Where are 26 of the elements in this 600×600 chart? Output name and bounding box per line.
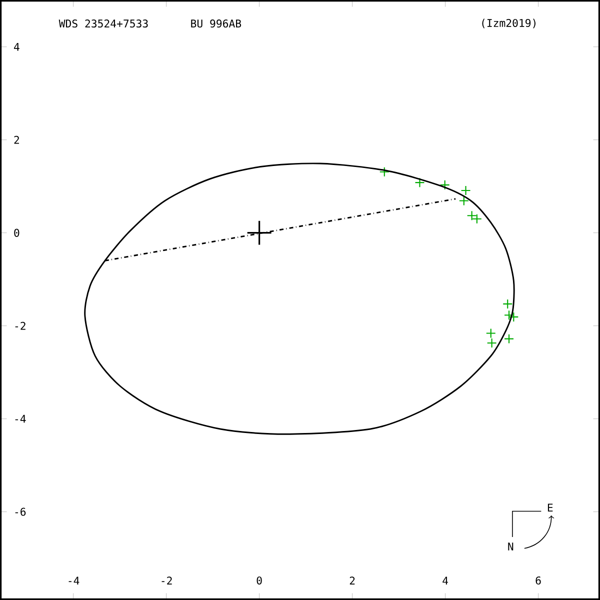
y-tick-label: -6	[15, 508, 26, 516]
point	[440, 180, 450, 190]
annotation: E	[548, 504, 553, 512]
annotation: (Izm2019)	[482, 18, 536, 28]
y-tick-label: 0	[14, 228, 20, 237]
y-tick-label: -2	[15, 322, 26, 330]
x-tick-label: 4	[442, 576, 448, 585]
x-tick-label: 6	[536, 576, 541, 585]
point	[458, 196, 469, 206]
x-tick-label: -2	[162, 576, 172, 585]
y-tick-label: 4	[14, 42, 20, 51]
x-tick-label: 0	[256, 576, 262, 585]
text: BU 996AB	[191, 19, 242, 28]
x-tick-label: -4	[68, 576, 80, 585]
point	[486, 338, 497, 348]
point	[504, 334, 514, 344]
point	[502, 298, 513, 309]
point	[486, 328, 496, 338]
point	[379, 166, 390, 177]
y-tick-label: 2	[14, 136, 19, 144]
y-tick-label: -4	[15, 414, 26, 423]
point	[414, 178, 425, 188]
point	[460, 185, 471, 196]
x-tick-label: 2	[350, 576, 355, 585]
annotation: N	[508, 542, 514, 550]
annotation: WDS 23524+7533	[58, 19, 148, 28]
